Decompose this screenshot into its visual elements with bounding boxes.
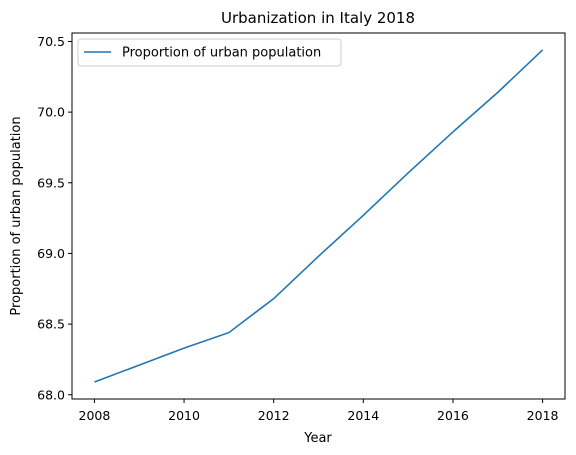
- x-axis-ticks: 2008 2010 2012 2014 2016 2018: [79, 399, 559, 423]
- y-axis-label: Proportion of urban population: [9, 116, 24, 315]
- x-axis-label: Year: [303, 431, 332, 446]
- series-line: [94, 49, 544, 383]
- plot-area-frame: [71, 32, 566, 400]
- y-tick-label: 69.0: [37, 246, 65, 261]
- x-tick-label: 2012: [258, 408, 290, 423]
- x-tick-label: 2010: [168, 408, 200, 423]
- x-tick-label: 2014: [347, 408, 379, 423]
- y-axis-ticks: 68.0 68.5 69.0 69.5 70.0 70.5: [37, 34, 72, 402]
- y-tick-label: 70.5: [37, 34, 65, 49]
- legend-box: [77, 38, 342, 67]
- y-tick-label: 69.5: [37, 175, 65, 190]
- legend-label: Proportion of urban population: [122, 46, 321, 61]
- x-tick-label: 2016: [437, 408, 469, 423]
- y-tick-label: 68.0: [37, 387, 65, 402]
- x-tick-label: 2018: [527, 408, 559, 423]
- legend: Proportion of urban population: [77, 38, 342, 67]
- y-tick-label: 70.0: [37, 105, 65, 120]
- x-tick-label: 2008: [79, 408, 111, 423]
- y-tick-label: 68.5: [37, 317, 65, 332]
- chart-title: Urbanization in Italy 2018: [221, 9, 415, 27]
